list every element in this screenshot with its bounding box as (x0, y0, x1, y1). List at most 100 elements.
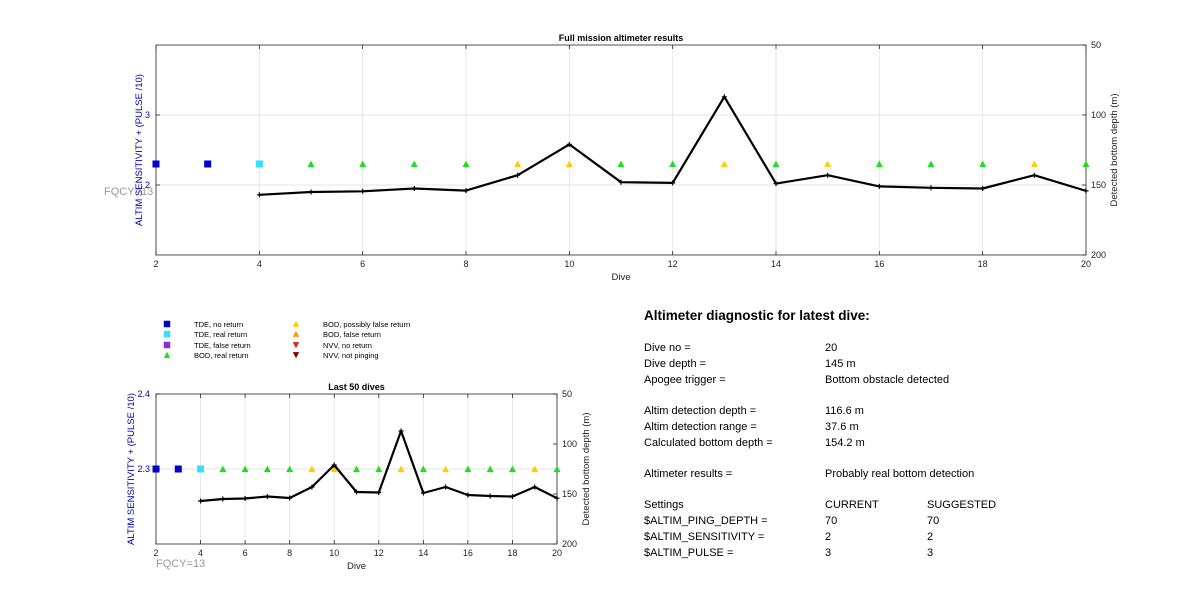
legend-marker (292, 352, 300, 359)
depth-point (928, 185, 934, 191)
x-tick-label: 12 (374, 548, 384, 558)
y-tick-label: 2.4 (137, 389, 150, 399)
depth-point (242, 496, 248, 501)
altim-marker (410, 160, 418, 168)
last-50-dives-chart: 2 4 6 8 10 12 14 16 18 20 2.3 2.4 50 100 150 200 Last 50… (126, 382, 592, 572)
x-tick-label: 6 (243, 548, 248, 558)
apogee-trigger-value: Bottom obstacle detected (825, 374, 950, 386)
depth-point (463, 188, 469, 194)
x-tick-label: 10 (329, 548, 339, 558)
y-right-axis-label: Detected bottom depth (m) (581, 413, 592, 526)
depth-point (876, 183, 882, 189)
suggested-header: SUGGESTED (927, 499, 997, 511)
depth-point (509, 494, 515, 499)
y-right-tick-label: 50 (1091, 40, 1101, 50)
x-tick-label: 20 (1081, 259, 1091, 269)
altim-marker (255, 160, 263, 168)
calculated-bottom-depth-label: Calculated bottom depth = (644, 437, 773, 449)
altim-marker (442, 465, 450, 473)
y-right-tick-label: 200 (1091, 250, 1106, 260)
y-axis-label: ALTIM SENSITIVITY + (PULSE /10) (134, 74, 145, 226)
altim-marker (204, 160, 212, 168)
pulse-label: $ALTIM_PULSE = (644, 547, 734, 559)
legend-marker (163, 330, 171, 338)
ping-depth-suggested: 70 (927, 515, 940, 527)
dive-depth-label: Dive depth = (644, 358, 707, 370)
depth-point (721, 94, 727, 100)
altim-marker (824, 160, 832, 168)
legend-label: TDE, no return (194, 320, 243, 329)
altim-detection-depth-value: 116.6 m (825, 405, 864, 417)
depth-point (264, 494, 270, 499)
legend-label: BOD, false return (323, 330, 381, 339)
legend-marker (292, 330, 300, 337)
current-header: CURRENT (825, 499, 879, 511)
altim-marker (464, 465, 472, 473)
legend-marker (163, 351, 171, 358)
x-tick-label: 2 (153, 259, 158, 269)
depth-point (220, 496, 226, 502)
altim-marker (308, 465, 316, 473)
altim-marker (617, 160, 625, 168)
y-right-tick-label: 100 (562, 439, 577, 449)
ping-depth-row: $ALTIM_PING_DEPTH = 70 70 (644, 513, 1164, 529)
depth-point (398, 428, 404, 434)
x-tick-label: 14 (771, 259, 781, 269)
depth-point (287, 495, 293, 501)
depth-point (360, 188, 366, 194)
x-tick-label: 8 (463, 259, 468, 269)
calculated-bottom-depth-value: 154.2 m (825, 437, 865, 449)
y-right-axis-label: Detected bottom depth (m) (1109, 94, 1120, 207)
fqcy-annotation: FQCY=13 (156, 558, 205, 570)
altim-marker (152, 465, 160, 473)
depth-point (670, 180, 676, 186)
pulse-suggested: 3 (927, 547, 934, 559)
settings-header-row: Settings CURRENT SUGGESTED (644, 497, 1164, 513)
x-tick-label: 18 (978, 259, 988, 269)
depth-point (309, 484, 315, 490)
sensitivity-label: $ALTIM_SENSITIVITY = (644, 531, 765, 543)
legend-marker (163, 341, 171, 349)
x-tick-label: 4 (257, 259, 262, 269)
legend-marker (163, 320, 171, 328)
x-tick-label: 16 (874, 259, 884, 269)
legend-label: NVV, no return (323, 341, 372, 350)
altim-marker (979, 160, 987, 168)
altim-detection-depth-row: Altim detection depth = 116.6 m (644, 403, 1164, 419)
depth-point (331, 462, 337, 468)
legend-label: BOD, possibly false return (323, 320, 410, 329)
altimeter-results-label: Altimeter results = (644, 468, 733, 480)
legend-marker (292, 342, 300, 349)
altim-detection-range-value: 37.6 m (825, 421, 859, 433)
x-axis-label: Dive (347, 561, 366, 572)
legend-label: NVV, not pinging (323, 351, 379, 360)
pulse-current: 3 (825, 547, 832, 559)
altim-marker (397, 465, 405, 473)
depth-point (465, 492, 471, 498)
altim-marker (286, 465, 294, 473)
sensitivity-suggested: 2 (927, 531, 934, 543)
sensitivity-current: 2 (825, 531, 832, 543)
altim-marker (486, 465, 494, 473)
y-right-tick-label: 200 (562, 539, 577, 549)
apogee-trigger-row: Apogee trigger = Bottom obstacle detecte… (644, 372, 1164, 388)
ping-depth-current: 70 (825, 515, 838, 527)
x-tick-label: 16 (463, 548, 473, 558)
depth-point (376, 490, 382, 495)
x-axis-label: Dive (611, 272, 630, 283)
depth-point (198, 498, 204, 504)
altim-marker (330, 465, 338, 473)
altim-marker (307, 160, 315, 168)
x-tick-label: 18 (507, 548, 517, 558)
altim-marker (508, 465, 516, 473)
altim-marker (531, 465, 539, 473)
x-tick-label: 20 (552, 548, 562, 558)
depth-point (354, 489, 359, 495)
sensitivity-row: $ALTIM_SENSITIVITY = 2 2 (644, 529, 1164, 545)
chart-title: Full mission altimeter results (559, 33, 684, 43)
depth-point (308, 189, 314, 195)
x-tick-label: 6 (360, 259, 365, 269)
altim-marker (353, 465, 360, 473)
altim-marker (553, 465, 561, 473)
